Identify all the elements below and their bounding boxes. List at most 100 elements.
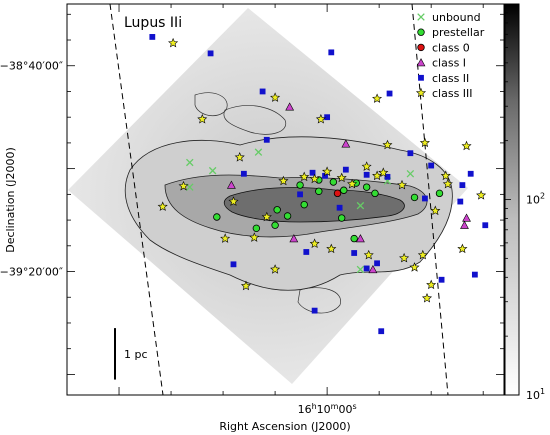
point-class-ii (311, 307, 318, 314)
point-class-iii (309, 173, 320, 184)
point-class-i (226, 180, 236, 189)
point-class-iii (378, 167, 389, 178)
point-class-ii (471, 271, 478, 278)
point-unbound (186, 158, 194, 167)
legend-label-class-i: class I (432, 57, 466, 70)
point-class-iii (228, 196, 239, 206)
point-class-ii (149, 34, 156, 40)
point-class-ii (363, 171, 370, 178)
point-unbound (254, 148, 263, 156)
legend-label-class-iii: class III (432, 87, 473, 100)
point-prestellar (371, 189, 379, 198)
legend-label-prestellar: prestellar (432, 26, 485, 39)
point-prestellar (273, 206, 281, 214)
point-class-ii (351, 250, 358, 256)
data-marks (149, 34, 489, 335)
survey-boundary-left (109, 4, 164, 395)
point-class-ii (407, 150, 414, 157)
colorbar-tick-label: 102 (526, 192, 545, 207)
point-class-ii (342, 166, 349, 173)
point-class-ii (230, 261, 237, 268)
point-class-ii (263, 136, 270, 143)
legend-label-class-ii: class II (432, 72, 469, 85)
point-class-ii (309, 169, 316, 176)
point-class-iii (372, 170, 383, 181)
point-prestellar (213, 213, 221, 221)
point-class-i (462, 213, 471, 222)
point-prestellar (283, 212, 292, 220)
point-class-0 (333, 189, 342, 198)
point-class-ii (467, 170, 474, 177)
survey-boundary-right (411, 4, 449, 395)
point-prestellar (329, 178, 338, 186)
point-class-ii (207, 50, 214, 57)
point-class-iii (157, 201, 168, 211)
point-class-iii (347, 178, 358, 189)
point-prestellar (435, 189, 444, 198)
point-class-iii (326, 243, 337, 254)
point-class-iii (419, 137, 430, 148)
point-class-iii (409, 262, 420, 272)
scale-bar-label: 1 pc (124, 348, 148, 361)
point-class-iii (457, 243, 468, 254)
point-class-iii (278, 175, 289, 186)
axis-ticks (67, 4, 504, 395)
point-class-ii (457, 198, 464, 205)
point-class-iii (315, 113, 326, 124)
chart-title: Lupus IIi (124, 15, 182, 31)
point-unbound (356, 265, 365, 274)
point-class-iii (220, 233, 231, 243)
point-unbound (406, 170, 415, 178)
point-class-ii (482, 222, 489, 229)
cloud-inner-contour (223, 187, 405, 223)
point-class-iii (363, 249, 374, 260)
point-class-ii (336, 204, 343, 211)
legend-marker-class-iii (415, 87, 427, 98)
point-prestellar (315, 187, 323, 195)
point-class-iii (168, 37, 179, 48)
point-class-iii (461, 140, 472, 151)
plot-area (68, 4, 489, 395)
point-class-iii (270, 92, 281, 102)
point-prestellar (271, 221, 279, 229)
colorbar-tick-label: 101 (526, 387, 545, 402)
point-class-iii (336, 172, 347, 183)
point-class-iii (309, 238, 320, 249)
point-class-ii (322, 172, 328, 179)
point-class-i (460, 220, 469, 229)
legend-marker-class-i (416, 58, 426, 67)
point-class-iii (442, 178, 453, 189)
point-class-iii (240, 280, 251, 291)
point-class-iii (299, 171, 310, 182)
colorbar-ticks: 101 102 (505, 12, 545, 402)
legend-marker-prestellar (417, 28, 425, 36)
point-class-i (368, 264, 378, 274)
point-class-i (341, 139, 351, 148)
y-tick-labels: −38°40′00″ −39°20′00″ (0, 60, 63, 279)
point-prestellar (410, 193, 419, 202)
point-class-i (356, 234, 365, 243)
point-class-ii (303, 249, 310, 255)
point-class-ii (363, 265, 370, 272)
point-class-ii (384, 173, 391, 180)
x-tick-label: 16h10m00s (298, 402, 357, 416)
point-class-ii (324, 114, 331, 121)
y-tick-label: −38°40′00″ (0, 60, 63, 73)
cloud-knot-contour-3 (223, 105, 287, 135)
point-class-ii (459, 182, 466, 188)
point-prestellar (340, 186, 348, 194)
point-class-iii (322, 166, 333, 177)
y-tick-label: −39°20′00″ (0, 266, 63, 279)
point-prestellar (337, 214, 346, 222)
point-unbound (208, 166, 217, 175)
point-class-i (285, 102, 295, 111)
point-class-iii (372, 93, 383, 103)
point-unbound (356, 201, 365, 210)
legend-marker-class-ii (418, 74, 424, 81)
point-class-iii (382, 139, 393, 150)
point-class-iii (417, 249, 428, 260)
point-class-ii (428, 162, 435, 169)
point-class-ii (328, 49, 335, 56)
point-class-iii (197, 113, 208, 124)
